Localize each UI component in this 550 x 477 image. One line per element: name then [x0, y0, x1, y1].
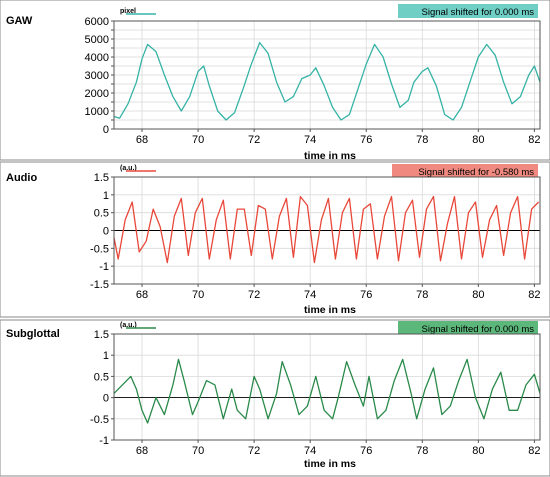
- y-tick-label: 1: [103, 350, 109, 362]
- y-tick-label: 0: [103, 124, 109, 136]
- x-tick-label: 74: [304, 445, 316, 457]
- y-tick-label: 5000: [85, 34, 109, 46]
- y-tick-label: 3000: [85, 70, 109, 82]
- shift-badge: [392, 164, 538, 178]
- shift-badge: [398, 4, 538, 18]
- grid: [114, 333, 540, 441]
- x-tick-label: 70: [192, 289, 204, 301]
- y-tick-label: 0: [103, 393, 109, 405]
- plot-area: [114, 334, 540, 440]
- y-tick-label: 6000: [85, 16, 109, 28]
- x-tick-label: 78: [416, 445, 428, 457]
- x-axis-title: time in ms: [304, 304, 356, 316]
- y-unit-label: (a.u.): [120, 322, 137, 329]
- y-tick-label: 1.5: [94, 172, 109, 184]
- y-tick-label: -0.5: [90, 243, 109, 255]
- x-tick-label: 70: [192, 134, 204, 146]
- x-tick-label: 82: [528, 134, 540, 146]
- y-tick-label: 0.5: [94, 208, 109, 220]
- y-tick-label: -0.5: [90, 414, 109, 426]
- x-axis-title: time in ms: [304, 458, 356, 470]
- panel-label: GAW: [6, 15, 33, 27]
- y-tick-label: 1: [103, 190, 109, 202]
- grid: [114, 20, 540, 130]
- series-line: [113, 195, 540, 264]
- axes: -1.5 -1 -0.5 0 0.5 1 1.5 68 70 72 74 76 78 80 82: [90, 172, 540, 301]
- panel-audio: Audio (a.u.) Signal shifted for -0.580 m…: [0, 161, 550, 318]
- x-tick-label: 78: [416, 134, 428, 146]
- shift-badge: [398, 321, 538, 335]
- panel-subglottal: Subglottal (a.u.) Signal shifted for 0.0…: [0, 319, 550, 477]
- x-tick-label: 80: [472, 134, 484, 146]
- y-tick-label: 1000: [85, 106, 109, 118]
- x-tick-label: 68: [136, 445, 148, 457]
- x-tick-label: 82: [528, 289, 540, 301]
- axes: 0 1000 2000 3000 4000 5000 6000 68 70 72 74 76 78 80 8…: [85, 16, 541, 146]
- y-tick-label: -1: [99, 435, 109, 447]
- y-unit-label: (a.u.): [120, 165, 137, 172]
- shift-text: Signal shifted for 0.000 ms: [422, 324, 535, 335]
- y-tick-label: 0.5: [94, 371, 109, 383]
- series-line: [113, 358, 541, 424]
- x-tick-label: 72: [248, 445, 260, 457]
- y-tick-label: 2000: [85, 88, 109, 100]
- x-tick-label: 76: [360, 134, 372, 146]
- y-tick-label: 0: [103, 226, 109, 238]
- x-tick-label: 72: [248, 134, 260, 146]
- data-layer: [113, 358, 541, 424]
- data-layer: [113, 41, 541, 121]
- x-tick-label: 74: [304, 289, 316, 301]
- axes: -1 -0.5 0 0.5 1 1.5 68 70 72 74 76 78 80 82: [90, 329, 540, 457]
- y-tick-label: -1: [99, 261, 109, 273]
- shift-text: Signal shifted for 0.000 ms: [422, 7, 535, 18]
- plot-border: [113, 333, 541, 441]
- x-tick-label: 70: [192, 445, 204, 457]
- y-unit-label: pixel: [120, 8, 136, 15]
- y-tick-label: 1.5: [94, 329, 109, 341]
- x-tick-label: 76: [360, 445, 372, 457]
- x-tick-label: 72: [248, 289, 260, 301]
- x-tick-label: 68: [136, 134, 148, 146]
- y-tick-label: -1.5: [90, 279, 109, 291]
- x-tick-label: 76: [360, 289, 372, 301]
- x-tick-label: 80: [472, 445, 484, 457]
- panel-label: Audio: [6, 172, 37, 184]
- panel-gaw: GAW pixel Signal shifted for 0.000 ms 0 1…: [0, 0, 550, 162]
- x-tick-label: 78: [416, 289, 428, 301]
- x-tick-label: 82: [528, 445, 540, 457]
- grid: [114, 176, 540, 285]
- x-tick-label: 68: [136, 289, 148, 301]
- y-tick-label: 4000: [85, 52, 109, 64]
- panel-label: Subglottal: [6, 328, 60, 340]
- series-line: [113, 41, 541, 121]
- shift-text: Signal shifted for -0.580 ms: [418, 167, 534, 178]
- x-tick-label: 74: [304, 134, 316, 146]
- x-tick-label: 80: [472, 289, 484, 301]
- x-axis-title: time in ms: [304, 150, 356, 162]
- data-layer: [113, 195, 540, 264]
